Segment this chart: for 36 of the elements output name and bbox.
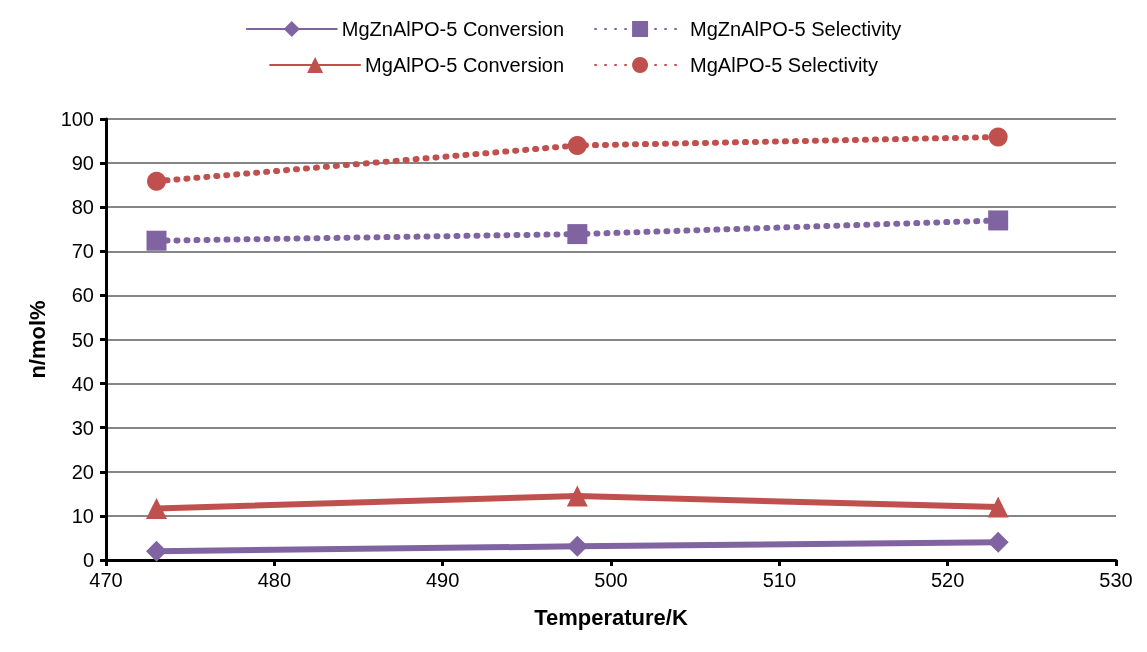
- y-tick-label: 90: [71, 152, 94, 175]
- x-tick-label: 490: [425, 569, 460, 591]
- x-tick-label: 470: [89, 569, 123, 591]
- point: [146, 540, 167, 562]
- legend-label: MgZnAlPO-5 Selectivity: [690, 18, 902, 40]
- y-tick-label: 40: [71, 372, 94, 395]
- point: [988, 210, 1009, 231]
- y-tick-label: 0: [82, 549, 94, 571]
- legend-label: MgZnAlPO-5 Conversion: [341, 18, 565, 40]
- x-tick-label: 480: [257, 569, 292, 591]
- x-tick-label: 510: [762, 569, 797, 591]
- x-tick-label: 500: [594, 569, 628, 591]
- y-tick-label: 100: [60, 108, 94, 130]
- y-tick-label: 50: [71, 328, 94, 351]
- y-axis-title: n/mol%: [24, 300, 50, 379]
- point: [146, 230, 167, 251]
- point: [988, 127, 1008, 147]
- point: [147, 171, 166, 191]
- point: [146, 497, 167, 519]
- y-tick-label: 10: [71, 504, 94, 527]
- point: [566, 485, 588, 507]
- x-tick-label: 530: [1099, 569, 1133, 591]
- legend-label: MgAlPO-5 Selectivity: [690, 54, 878, 76]
- x-axis-title: Temperature/K: [534, 604, 688, 630]
- point: [987, 496, 1009, 518]
- point: [987, 531, 1009, 553]
- point: [567, 135, 587, 155]
- y-tick-label: 20: [71, 460, 94, 483]
- x-tick-label: 520: [930, 569, 965, 591]
- point: [567, 224, 588, 245]
- y-tick-label: 80: [71, 196, 94, 219]
- y-tick-label: 60: [71, 284, 94, 307]
- y-tick-label: 70: [71, 240, 94, 263]
- y-tick-label: 30: [71, 416, 94, 439]
- point: [566, 535, 588, 557]
- legend-label: MgAlPO-5 Conversion: [365, 54, 565, 76]
